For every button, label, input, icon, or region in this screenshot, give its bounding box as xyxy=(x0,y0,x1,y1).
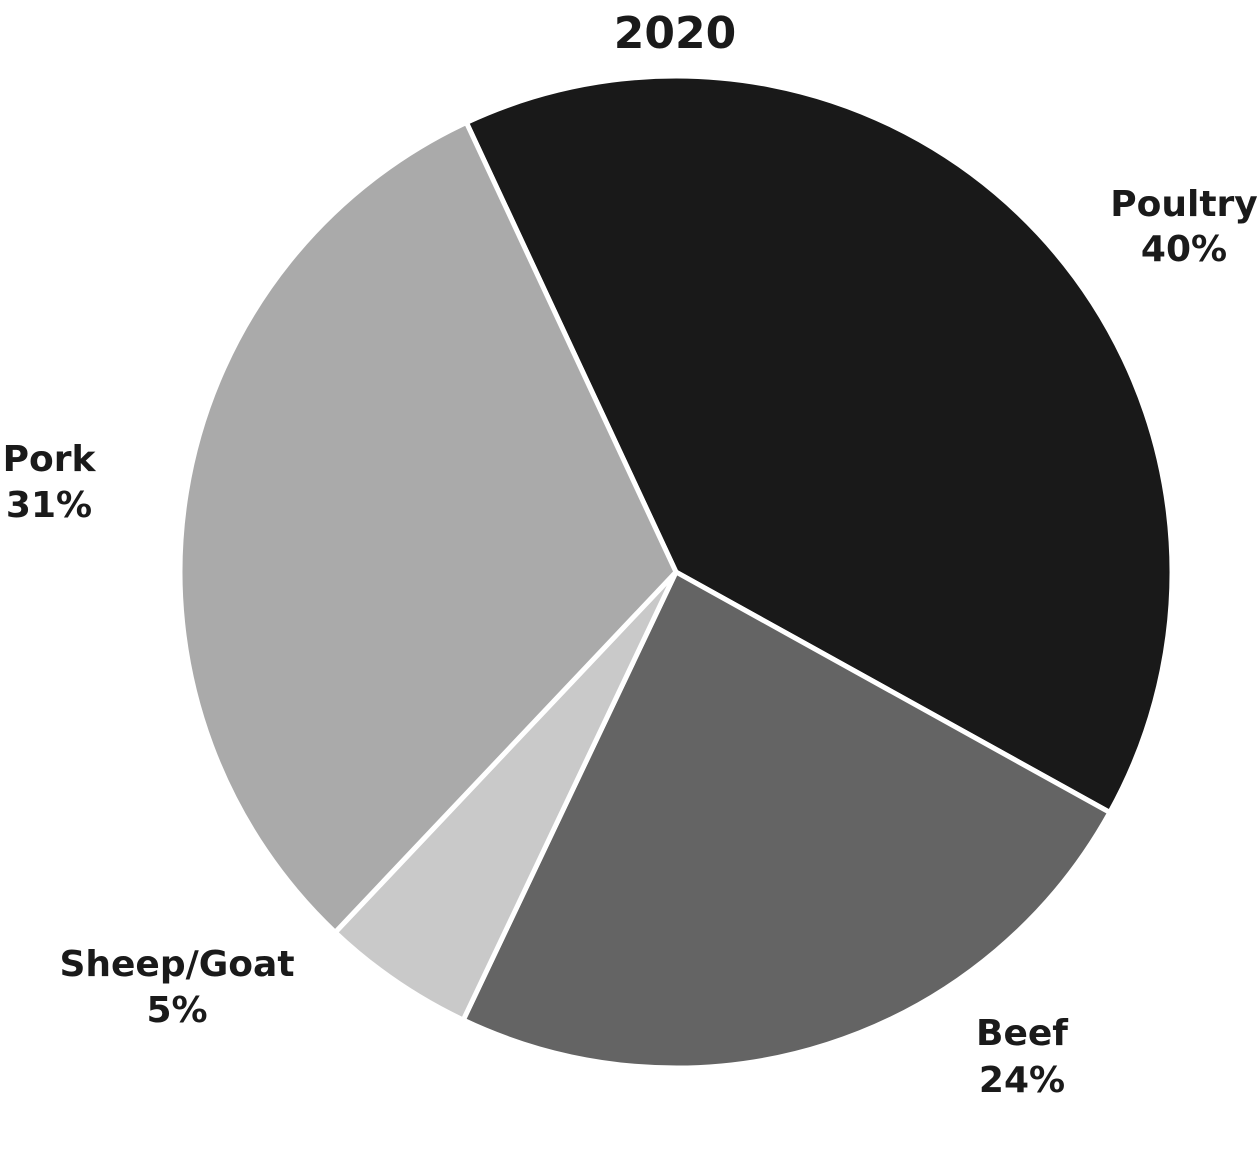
pie-slices xyxy=(177,73,1175,1071)
slice-label-sheep-goat: Sheep/Goat xyxy=(59,944,294,985)
pie-slice-pork xyxy=(177,119,679,935)
slice-value-pork: 31% xyxy=(6,485,92,526)
slice-label-pork: Pork xyxy=(3,439,97,480)
pie-slice-poultry xyxy=(463,73,1175,815)
pie-slice-sheep-goat xyxy=(332,569,679,1023)
slice-label-poultry: Poultry xyxy=(1110,184,1258,225)
slice-labels: Poultry 40% Beef 24% Sheep/Goat 5% Pork … xyxy=(3,184,1258,1101)
slice-value-poultry: 40% xyxy=(1141,229,1227,270)
chart-title: 2020 xyxy=(614,8,736,59)
slice-label-beef: Beef xyxy=(976,1013,1068,1054)
slice-value-beef: 24% xyxy=(979,1060,1065,1101)
slice-value-sheep-goat: 5% xyxy=(146,990,207,1031)
pie-slice-beef xyxy=(460,569,1113,1071)
